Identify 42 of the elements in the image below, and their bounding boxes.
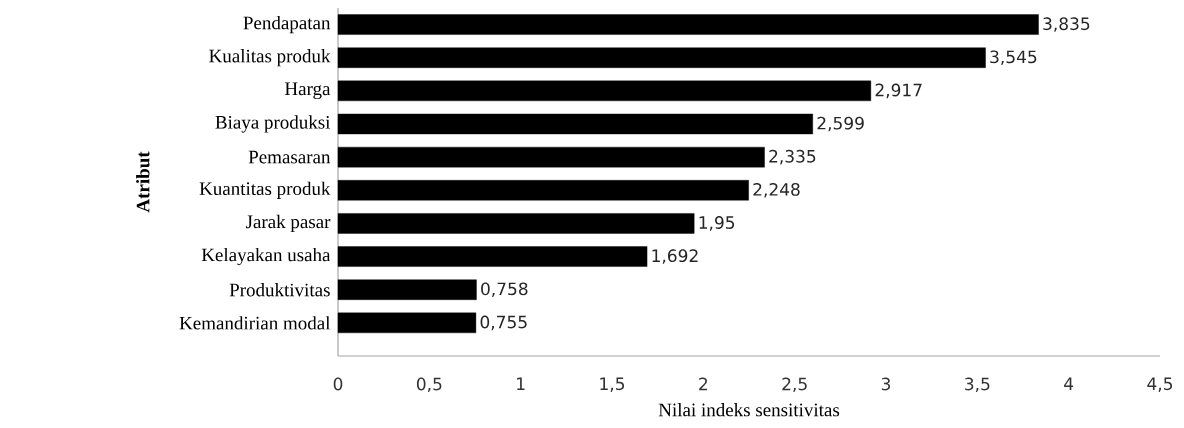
y-axis-title: Atribut bbox=[136, 151, 150, 213]
x-tick-label: 2,5 bbox=[782, 377, 807, 393]
y-tick-label: Produktivitas bbox=[229, 283, 330, 297]
data-label: 2,248 bbox=[753, 182, 800, 198]
bar bbox=[337, 279, 477, 300]
bar bbox=[337, 180, 749, 201]
data-label: 3,835 bbox=[1043, 17, 1090, 32]
y-tick-label: Kelayakan usaha bbox=[201, 247, 331, 266]
y-tick-label: Harga bbox=[284, 82, 331, 100]
data-label: 0,758 bbox=[481, 282, 528, 297]
data-label: 1,95 bbox=[699, 216, 735, 231]
data-label: 2,917 bbox=[875, 83, 922, 99]
bar bbox=[337, 213, 695, 234]
y-tick-label: Biaya produksi bbox=[215, 115, 331, 133]
x-tick-label: 2 bbox=[699, 377, 708, 391]
x-tick-label: 4 bbox=[1064, 377, 1074, 390]
x-tick-label: 0,5 bbox=[416, 377, 442, 393]
bar bbox=[337, 113, 813, 135]
data-label: 1,692 bbox=[652, 249, 698, 264]
x-axis-title: Nilai indeks sensitivitas bbox=[658, 402, 840, 417]
y-tick-label: Jarak pasar bbox=[245, 214, 331, 233]
y-tick-label: Kemandirian modal bbox=[179, 316, 331, 330]
y-tick-label: Kualitas produk bbox=[209, 49, 331, 67]
data-label: 0,755 bbox=[480, 315, 527, 331]
y-tick-label: Kuantitas produk bbox=[199, 181, 331, 199]
bar bbox=[337, 246, 648, 267]
bar bbox=[337, 14, 1039, 35]
y-tick-label: Pemasaran bbox=[248, 150, 331, 164]
data-label: 2,335 bbox=[769, 149, 816, 165]
x-tick-label: 3 bbox=[881, 377, 891, 391]
data-label: 2,599 bbox=[817, 116, 864, 132]
data-label: 3,545 bbox=[990, 50, 1037, 66]
y-tick-label: Pendapatan bbox=[243, 15, 331, 34]
x-tick-label: 1 bbox=[517, 377, 525, 390]
x-tick-label: 1,5 bbox=[600, 377, 625, 392]
bar bbox=[337, 47, 986, 68]
bar bbox=[337, 146, 765, 168]
x-tick-label: 4,5 bbox=[1147, 377, 1173, 392]
bar bbox=[337, 80, 872, 102]
bar bbox=[337, 312, 477, 334]
x-tick-label: 3,5 bbox=[965, 377, 990, 393]
x-tick-label: 0 bbox=[333, 377, 343, 391]
